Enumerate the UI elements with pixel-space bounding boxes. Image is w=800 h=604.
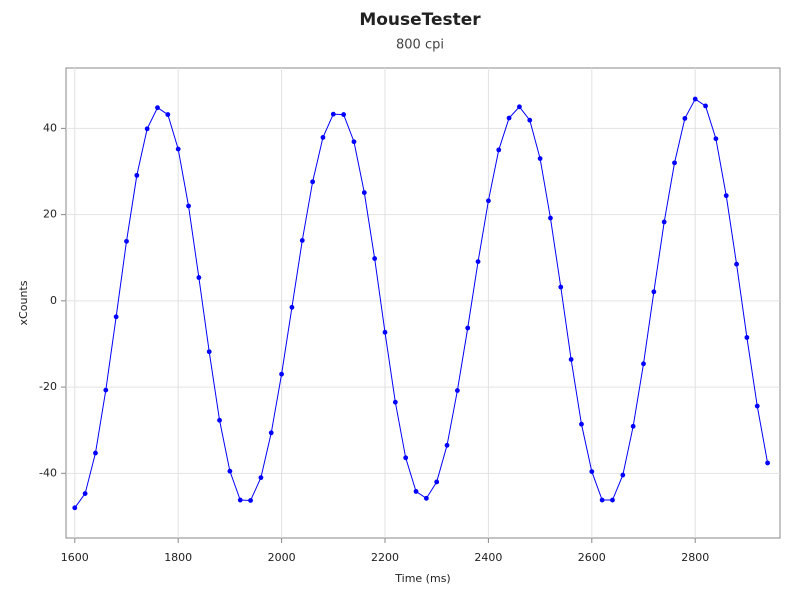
- data-point: [527, 117, 533, 123]
- x-tick-label: 1600: [61, 551, 89, 564]
- data-point: [372, 256, 378, 261]
- data-point: [217, 417, 222, 423]
- x-tick-label: 2000: [268, 551, 296, 564]
- data-point: [703, 103, 708, 109]
- data-point: [568, 357, 574, 362]
- data-point: [630, 423, 636, 429]
- data-point: [361, 190, 367, 196]
- data-point: [713, 136, 719, 142]
- data-point: [113, 314, 119, 320]
- x-tick-label: 2800: [681, 551, 709, 564]
- data-point: [206, 349, 212, 355]
- data-point: [475, 259, 481, 265]
- plot-frame: [65, 67, 781, 539]
- y-tick-label: 40: [43, 121, 57, 134]
- data-point: [310, 179, 316, 185]
- data-point: [186, 203, 191, 209]
- data-point: [517, 104, 522, 110]
- data-point: [279, 371, 284, 377]
- chart-title: MouseTester: [359, 10, 481, 30]
- y-tick-label: 0: [50, 294, 57, 307]
- data-point: [434, 479, 440, 485]
- data-point: [227, 468, 233, 474]
- data-point: [320, 135, 326, 140]
- data-point: [144, 126, 150, 132]
- data-point: [558, 284, 564, 290]
- data-point: [692, 96, 698, 102]
- x-tick-label: 2600: [578, 551, 606, 564]
- data-point: [237, 497, 243, 503]
- data-point: [299, 238, 305, 243]
- data-point: [454, 388, 460, 393]
- data-point: [268, 430, 274, 436]
- data-point: [103, 387, 109, 393]
- data-point: [248, 498, 253, 503]
- data-point: [444, 442, 450, 448]
- data-point: [496, 147, 502, 153]
- data-point: [661, 219, 667, 225]
- x-tick-label: 1800: [164, 551, 192, 564]
- data-point: [124, 238, 129, 244]
- series-line: [74, 98, 769, 509]
- data-point: [548, 215, 553, 221]
- y-tick-label: 20: [43, 208, 57, 221]
- data-point: [579, 421, 584, 427]
- chart-subtitle: 800 cpi: [396, 38, 444, 53]
- data-point: [72, 505, 78, 511]
- data-point: [413, 489, 419, 494]
- data-point: [93, 450, 98, 456]
- data-point: [589, 469, 595, 474]
- data-point: [723, 193, 729, 199]
- data-point: [599, 497, 605, 503]
- x-axis-label: Time (ms): [394, 572, 450, 585]
- data-point: [134, 172, 140, 178]
- data-point: [175, 146, 181, 152]
- data-point: [351, 139, 357, 145]
- data-point: [341, 112, 347, 117]
- data-point: [165, 112, 171, 117]
- data-point: [537, 156, 543, 161]
- data-point: [682, 116, 688, 121]
- data-point: [423, 495, 429, 501]
- data-point: [196, 275, 202, 280]
- data-point: [382, 329, 388, 335]
- data-point: [155, 105, 160, 111]
- data-point: [289, 304, 295, 310]
- data-point: [744, 335, 750, 340]
- data-point: [506, 115, 512, 121]
- data-point: [651, 289, 657, 295]
- data-point: [641, 361, 646, 367]
- data-point: [82, 491, 88, 496]
- data-point: [258, 475, 264, 481]
- y-tick-label: -20: [39, 380, 57, 393]
- data-point: [392, 399, 398, 405]
- data-point: [330, 111, 336, 117]
- y-tick-label: -40: [39, 466, 57, 479]
- data-point: [403, 455, 409, 461]
- data-point: [734, 261, 739, 267]
- y-axis-label: xCounts: [17, 280, 30, 325]
- data-point: [465, 325, 471, 331]
- data-point: [610, 497, 615, 503]
- data-point: [486, 198, 491, 204]
- x-tick-label: 2200: [371, 551, 399, 564]
- data-point: [765, 460, 770, 466]
- x-tick-label: 2400: [474, 551, 502, 564]
- data-point: [754, 403, 760, 409]
- data-point: [672, 160, 677, 166]
- data-point: [620, 472, 626, 478]
